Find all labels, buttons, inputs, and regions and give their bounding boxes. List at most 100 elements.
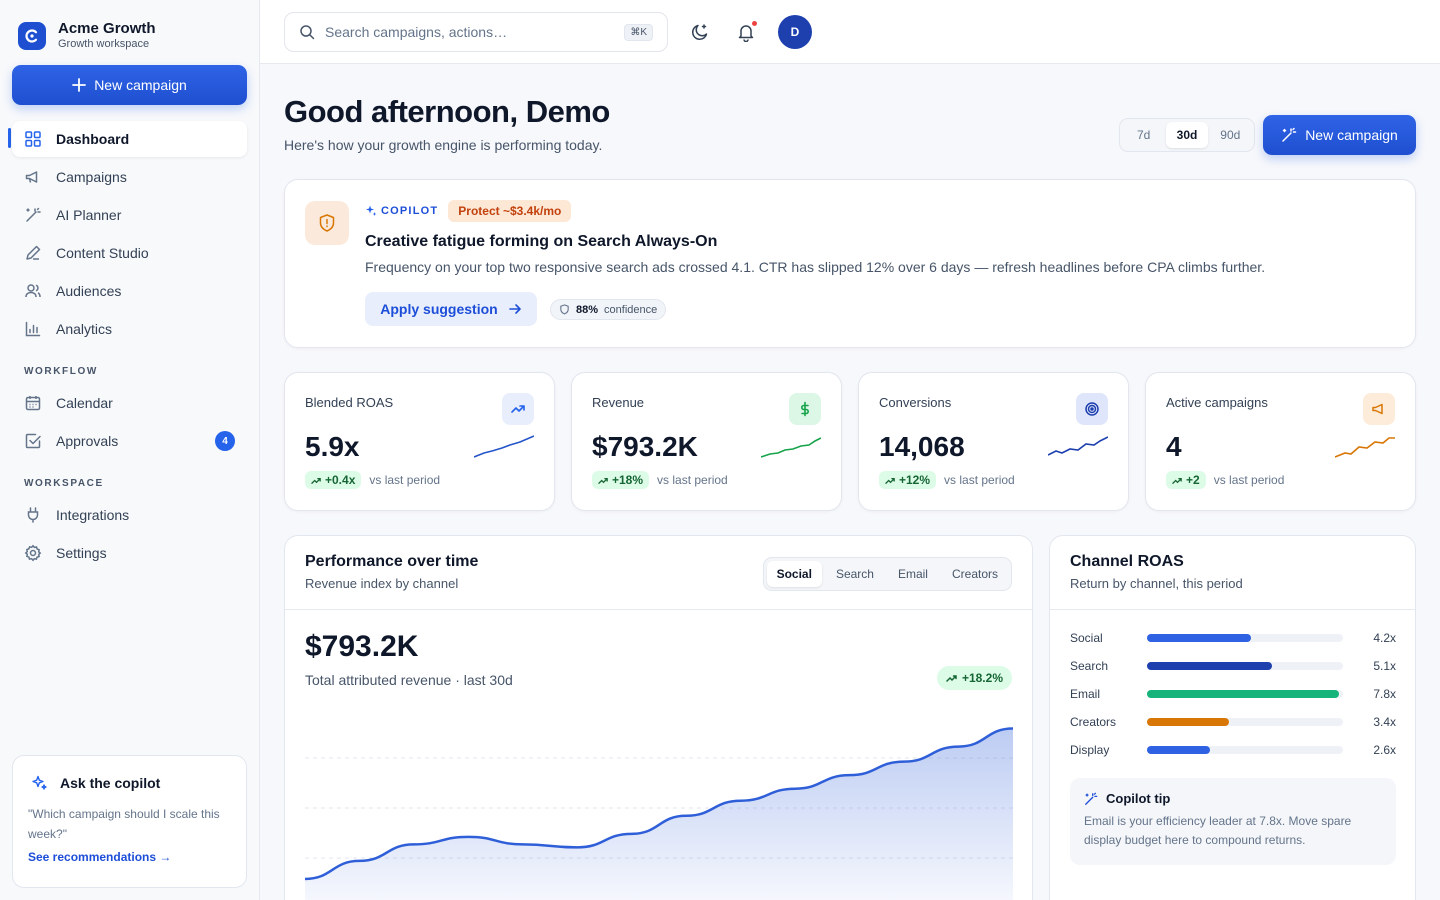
kpi-card-conversions[interactable]: Conversions 14,068 +12% vs last period bbox=[858, 372, 1129, 511]
roas-value: 5.1x bbox=[1373, 659, 1396, 673]
kpi-sparkline bbox=[474, 435, 534, 458]
sidebar-item-approvals[interactable]: Approvals 4 bbox=[12, 423, 247, 459]
channel-roas-subtitle: Return by channel, this period bbox=[1070, 576, 1243, 591]
brand-logo-icon bbox=[18, 21, 46, 50]
kpi-value: 5.9x bbox=[305, 431, 360, 462]
see-recommendations-link[interactable]: See recommendations → bbox=[28, 850, 172, 864]
sidebar-item-label: Approvals bbox=[56, 433, 119, 449]
kpi-delta-value: +2 bbox=[1186, 473, 1200, 487]
avatar[interactable]: D bbox=[778, 15, 812, 49]
gear-icon bbox=[24, 544, 42, 562]
performance-subtitle: Revenue index by channel bbox=[305, 576, 459, 591]
sidebar-item-analytics[interactable]: Analytics bbox=[12, 311, 247, 347]
channel-tabs: Social Search Email Creators bbox=[762, 557, 1012, 591]
confidence-label: confidence bbox=[604, 303, 658, 316]
page-subtitle: Here's how your growth engine is perform… bbox=[284, 137, 603, 153]
channel-roas-title: Channel ROAS bbox=[1070, 553, 1184, 570]
kpi-label: Active campaigns bbox=[1166, 395, 1268, 410]
sidebar-item-settings[interactable]: Settings bbox=[12, 535, 247, 571]
active-indicator bbox=[8, 128, 11, 148]
range-7d[interactable]: 7d bbox=[1136, 128, 1151, 142]
kpi-label: Blended ROAS bbox=[305, 395, 394, 410]
kpi-card-active-campaigns[interactable]: Active campaigns 4 +2 vs last period bbox=[1145, 372, 1416, 511]
kpi-value: $793.2K bbox=[592, 431, 698, 462]
page-title: Good afternoon, Demo bbox=[284, 94, 610, 129]
search-input[interactable]: Search campaigns, actions… ⌘K bbox=[284, 12, 668, 52]
trend-up-icon bbox=[598, 477, 608, 484]
alert-title: Creative fatigue forming on Search Alway… bbox=[365, 233, 718, 250]
trend-up-icon bbox=[946, 675, 957, 682]
trend-up-icon bbox=[1172, 477, 1182, 484]
new-campaign-label: New campaign bbox=[94, 77, 187, 93]
apply-suggestion-label: Apply suggestion bbox=[380, 301, 498, 317]
confidence-badge: 88% confidence bbox=[550, 299, 667, 320]
plus-icon bbox=[72, 78, 87, 92]
roas-value: 2.6x bbox=[1373, 743, 1396, 757]
new-campaign-button[interactable]: New campaign bbox=[12, 65, 247, 105]
trend-up-icon bbox=[311, 477, 321, 484]
sidebar-item-content-studio[interactable]: Content Studio bbox=[12, 235, 247, 271]
sidebar-item-audiences[interactable]: Audiences bbox=[12, 273, 247, 309]
sidebar-item-campaigns[interactable]: Campaigns bbox=[12, 159, 247, 195]
kpi-note: vs last period bbox=[944, 473, 1015, 487]
tab-email[interactable]: Email bbox=[897, 567, 928, 581]
sparkle-icon bbox=[366, 205, 377, 216]
total-revenue-label: Total attributed revenue · last 30d bbox=[305, 672, 513, 688]
dollar-icon bbox=[789, 393, 821, 425]
range-30d[interactable]: 30d bbox=[1166, 122, 1208, 148]
roas-row-search: Search 5.1x bbox=[1070, 658, 1396, 674]
brand[interactable]: Acme Growth Growth workspace bbox=[18, 20, 156, 51]
kpi-delta-value: +0.4x bbox=[325, 473, 356, 487]
growth-value: +18.2% bbox=[961, 671, 1003, 685]
kpi-label: Conversions bbox=[879, 395, 952, 410]
kpi-value: 4 bbox=[1166, 431, 1182, 462]
theme-toggle-button[interactable] bbox=[686, 18, 714, 46]
kpi-delta: +18% bbox=[592, 471, 650, 489]
tab-social[interactable]: Social bbox=[766, 561, 822, 587]
roas-bar-track bbox=[1147, 718, 1343, 726]
sidebar-item-calendar[interactable]: Calendar bbox=[12, 385, 247, 421]
roas-row-social: Social 4.2x bbox=[1070, 630, 1396, 646]
alert-body: Frequency on your top two responsive sea… bbox=[365, 259, 1266, 275]
range-90d[interactable]: 90d bbox=[1220, 128, 1241, 142]
pen-icon bbox=[26, 245, 41, 260]
kpi-card-blended-roas[interactable]: Blended ROAS 5.9x +0.4x vs last period bbox=[284, 372, 555, 511]
sidebar-item-label: Audiences bbox=[56, 283, 122, 299]
sidebar-item-label: Dashboard bbox=[56, 131, 130, 147]
brand-subtitle: Growth workspace bbox=[58, 38, 150, 50]
roas-value: 7.8x bbox=[1373, 687, 1396, 701]
roas-bar-fill bbox=[1147, 718, 1230, 726]
notifications-button[interactable] bbox=[732, 18, 760, 46]
sidebar-item-ai-planner[interactable]: AI Planner bbox=[12, 197, 247, 233]
roas-channel-name: Creators bbox=[1070, 715, 1117, 729]
performance-card: Performance over time Revenue index by c… bbox=[284, 535, 1033, 900]
copilot-tip: Copilot tip Email is your efficiency lea… bbox=[1070, 778, 1396, 865]
chart-area-fill bbox=[305, 728, 1013, 900]
sidebar-item-label: Analytics bbox=[56, 321, 113, 337]
plug-icon bbox=[27, 507, 39, 523]
search-shortcut: ⌘K bbox=[624, 23, 653, 41]
roas-value: 3.4x bbox=[1373, 715, 1396, 729]
ask-copilot-card[interactable]: Ask the copilot "Which campaign should I… bbox=[12, 755, 247, 888]
confidence-value: 88% bbox=[576, 303, 599, 316]
sidebar-item-label: Calendar bbox=[56, 395, 113, 411]
notification-dot bbox=[751, 20, 758, 27]
sidebar-item-integrations[interactable]: Integrations bbox=[12, 497, 247, 533]
new-campaign-header-button[interactable]: New campaign bbox=[1263, 115, 1416, 155]
kpi-delta-value: +12% bbox=[899, 473, 931, 487]
moon-icon bbox=[692, 24, 708, 40]
roas-channel-name: Search bbox=[1070, 659, 1109, 673]
apply-suggestion-button[interactable]: Apply suggestion bbox=[365, 292, 537, 326]
tab-search[interactable]: Search bbox=[835, 567, 874, 581]
copilot-sample-question: "Which campaign should I scale this week… bbox=[28, 807, 220, 841]
sparkle-icon bbox=[32, 775, 47, 790]
kpi-note: vs last period bbox=[369, 473, 441, 487]
target-icon bbox=[1076, 393, 1108, 425]
shield-check-icon bbox=[560, 304, 569, 315]
tab-creators[interactable]: Creators bbox=[951, 567, 998, 581]
sidebar-item-dashboard[interactable]: Dashboard bbox=[12, 121, 247, 157]
calendar-icon bbox=[25, 396, 41, 411]
sidebar-item-label: Integrations bbox=[56, 507, 130, 523]
channel-roas-card: Channel ROAS Return by channel, this per… bbox=[1049, 535, 1416, 900]
kpi-card-revenue[interactable]: Revenue $793.2K +18% vs last period bbox=[571, 372, 842, 511]
